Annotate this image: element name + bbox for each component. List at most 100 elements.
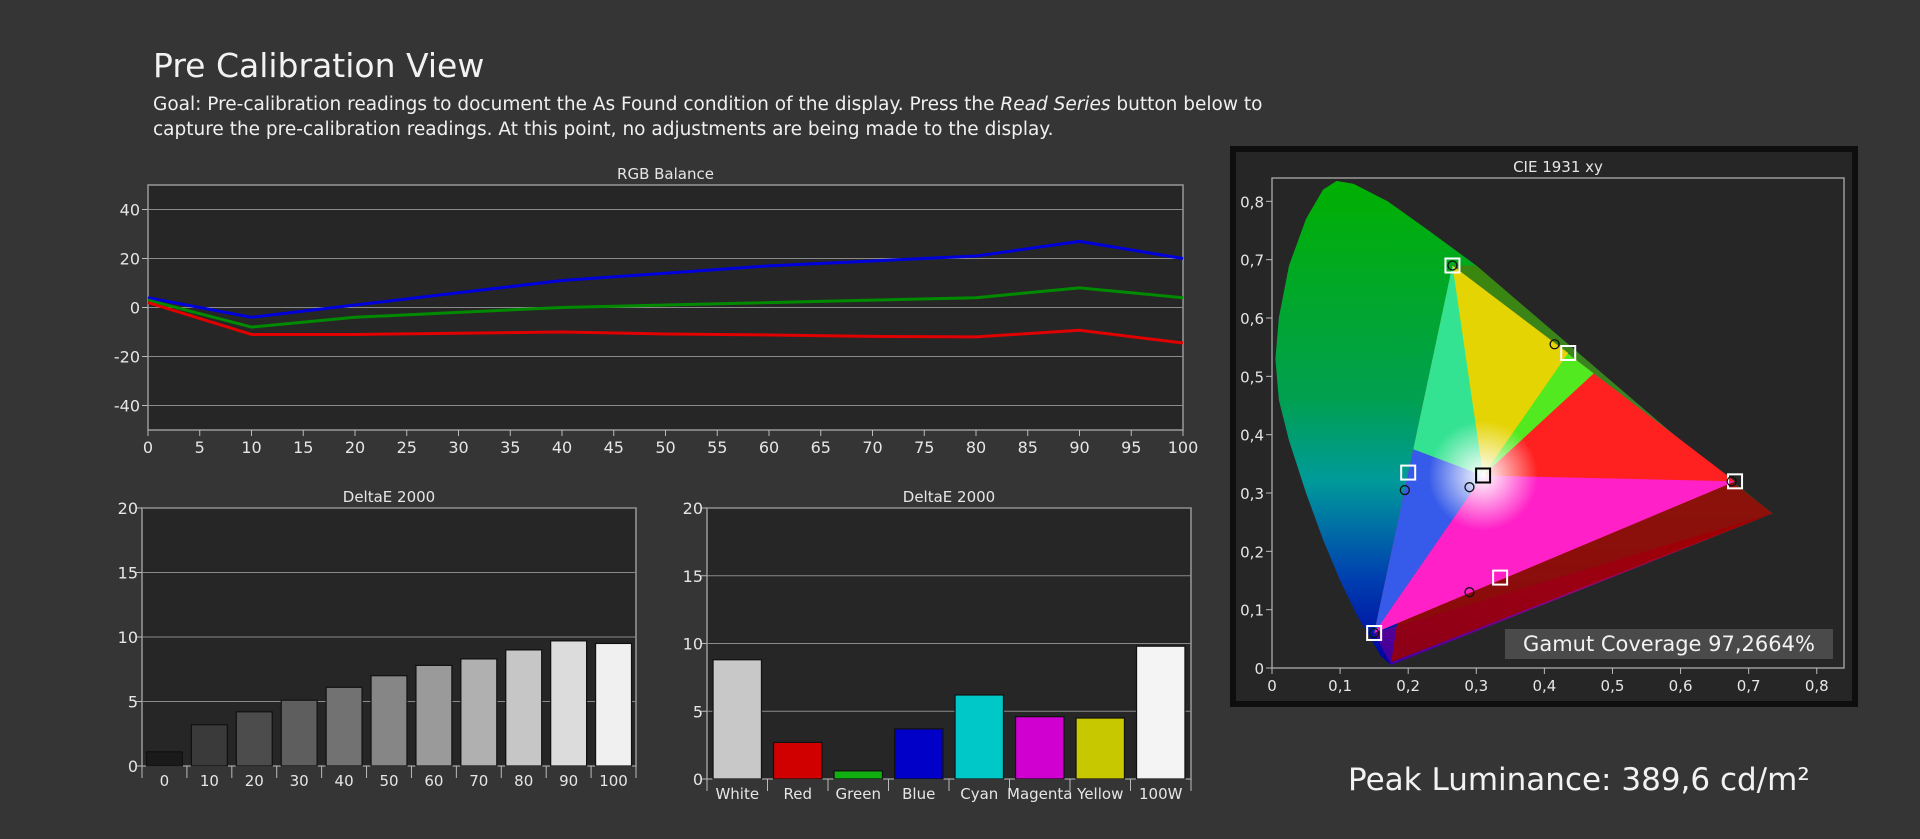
deltae-color-bar [1075, 717, 1126, 780]
deltae-gray-bar [505, 649, 543, 767]
cie-x-tick-label: 0,5 [1601, 677, 1625, 695]
cie-measured-point [1549, 339, 1560, 350]
deltae-color-category-label: Blue [902, 785, 935, 803]
deltae-color-category-label: White [715, 785, 759, 803]
deltae-gray-y-tick-label: 0 [128, 757, 138, 776]
deltae-gray-bar [594, 642, 633, 767]
deltae-gray-title: DeltaE 2000 [343, 488, 435, 506]
deltae-color-y-tick-label: 20 [683, 499, 703, 518]
peak-luminance-label: Peak Luminance: 389,6 cd/m² [1348, 762, 1810, 798]
deltae-gray-category-label: 20 [245, 772, 264, 790]
deltae-gray-y-tick-label: 5 [128, 693, 138, 712]
deltae-color-y-tick-label: 10 [683, 635, 703, 654]
rgb-y-tick-label: -20 [114, 348, 140, 367]
rgb-x-tick-label: 55 [707, 438, 727, 457]
rgb-series-line-0 [147, 239, 1184, 319]
cie-y-tick-label: 0,8 [1240, 193, 1264, 211]
rgb-x-tick-label: 5 [195, 438, 205, 457]
deltae-gray-category-label: 100 [599, 772, 628, 790]
deltae-color-category-label: Cyan [960, 785, 998, 803]
deltae-gray-y-tick-label: 10 [118, 628, 138, 647]
cie-x-tick-label: 0,8 [1805, 677, 1829, 695]
rgb-series-line-1 [147, 286, 1184, 329]
cie-y-tick-label: 0,5 [1240, 368, 1264, 386]
cie-measured-gamut-cyan [1413, 265, 1484, 476]
deltae-gray-bar [145, 751, 184, 767]
rgb-x-tick-label: 75 [914, 438, 934, 457]
deltae-color-bar [893, 728, 944, 780]
cie-measured-point [1464, 587, 1475, 598]
deltae-gray-category-label: 10 [200, 772, 219, 790]
rgb-x-tick-label: 15 [293, 438, 313, 457]
deltae-gray-bar [550, 640, 588, 767]
deltae-color-category-label: Magenta [1007, 785, 1072, 803]
cie-target-marker [1475, 467, 1492, 484]
deltae-color-y-tick-label: 0 [693, 770, 703, 789]
rgb-x-tick-label: 80 [966, 438, 986, 457]
deltae-gray-bar [190, 724, 228, 767]
cie-white-glow [1428, 420, 1539, 531]
cie-x-tick-label: 0,2 [1396, 677, 1420, 695]
deltae-gray-category-label: 50 [379, 772, 398, 790]
cie-x-tick-label: 0 [1267, 677, 1277, 695]
cie-measured-point [1464, 482, 1475, 493]
rgb-x-tick-label: 50 [655, 438, 675, 457]
cie-y-tick-label: 0,3 [1240, 485, 1264, 503]
cie-x-tick-label: 0,7 [1737, 677, 1761, 695]
rgb-x-tick-label: 100 [1168, 438, 1199, 457]
page-title: Pre Calibration View [153, 46, 485, 85]
cie-y-tick-label: 0,2 [1240, 543, 1264, 561]
deltae-gray-category-label: 60 [424, 772, 443, 790]
cie-y-tick-label: 0,7 [1240, 252, 1264, 270]
deltae-gray-y-tick-label: 20 [118, 499, 138, 518]
cie-x-tick-label: 0,4 [1532, 677, 1556, 695]
deltae-gray-category-label: 0 [160, 772, 170, 790]
deltae-gray-bar [460, 658, 498, 767]
cie-measured-point [1447, 260, 1458, 271]
cie-y-tick-label: 0,6 [1240, 310, 1264, 328]
deltae-gray-bar [370, 675, 408, 767]
deltae-color-bar [712, 659, 763, 780]
rgb-x-tick-label: 35 [500, 438, 520, 457]
cie-measured-point [1368, 627, 1380, 639]
rgb-x-tick-label: 85 [1018, 438, 1038, 457]
goal-description: Goal: Pre-calibration readings to docume… [153, 92, 1303, 142]
deltae-color-y-tick-label: 5 [693, 702, 703, 721]
cie-target-marker [1560, 345, 1577, 361]
rgb-x-tick-label: 65 [811, 438, 831, 457]
rgb-y-tick-label: -40 [114, 397, 140, 416]
deltae-color-y-tick-label: 15 [683, 567, 703, 586]
cie-chart: CIE 1931 xy 0 0,1 0,2 0,3 0,4 0,5 0,6 0,7 0,8 0 0,1… [1230, 146, 1858, 707]
deltae-gray-category-label: 70 [469, 772, 488, 790]
deltae-gray-bar [415, 664, 453, 767]
cie-x-tick-label: 0,1 [1328, 677, 1352, 695]
rgb-y-tick-label: 20 [120, 250, 140, 269]
cie-y-tick-label: 0 [1254, 660, 1264, 678]
deltae-colors-chart: DeltaE 2000 20 15 10 5 0 White Red Green Blue Cyan… [683, 488, 1192, 803]
deltae-gray-category-label: 80 [514, 772, 533, 790]
rgb-balance-chart: RGB Balance 40 20 0 -20 -40 0 5 10 15 20 25 30 35 40 45… [114, 165, 1198, 457]
rgb-y-tick-label: 40 [120, 201, 140, 220]
deltae-gray-category-label: 30 [290, 772, 309, 790]
goal-text-prefix: Goal: Pre-calibration readings to docume… [153, 94, 1001, 115]
cie-y-tick-label: 0,4 [1240, 427, 1264, 445]
rgb-x-tick-label: 40 [552, 438, 572, 457]
rgb-x-tick-label: 20 [345, 438, 365, 457]
cie-title: CIE 1931 xy [1513, 158, 1603, 176]
rgb-x-tick-label: 0 [143, 438, 153, 457]
cie-target-marker [1492, 569, 1509, 586]
rgb-x-tick-label: 90 [1069, 438, 1089, 457]
rgb-x-tick-label: 70 [862, 438, 882, 457]
gamut-coverage-label: Gamut Coverage 97,2664% [1505, 629, 1833, 659]
deltae-color-bar [833, 770, 884, 780]
deltae-gray-y-tick-label: 15 [118, 564, 138, 583]
cie-x-tick-label: 0,3 [1464, 677, 1488, 695]
deltae-color-category-label: Green [836, 785, 881, 803]
goal-text-suffix: button below to capture the pre-calibrat… [153, 94, 1263, 140]
deltae-color-bar [1014, 716, 1065, 780]
deltae-gray-bar [280, 699, 318, 767]
rgb-y-tick-label: 0 [130, 299, 140, 318]
cie-x-tick-label: 0,6 [1669, 677, 1693, 695]
cie-measured-point [1726, 476, 1737, 487]
